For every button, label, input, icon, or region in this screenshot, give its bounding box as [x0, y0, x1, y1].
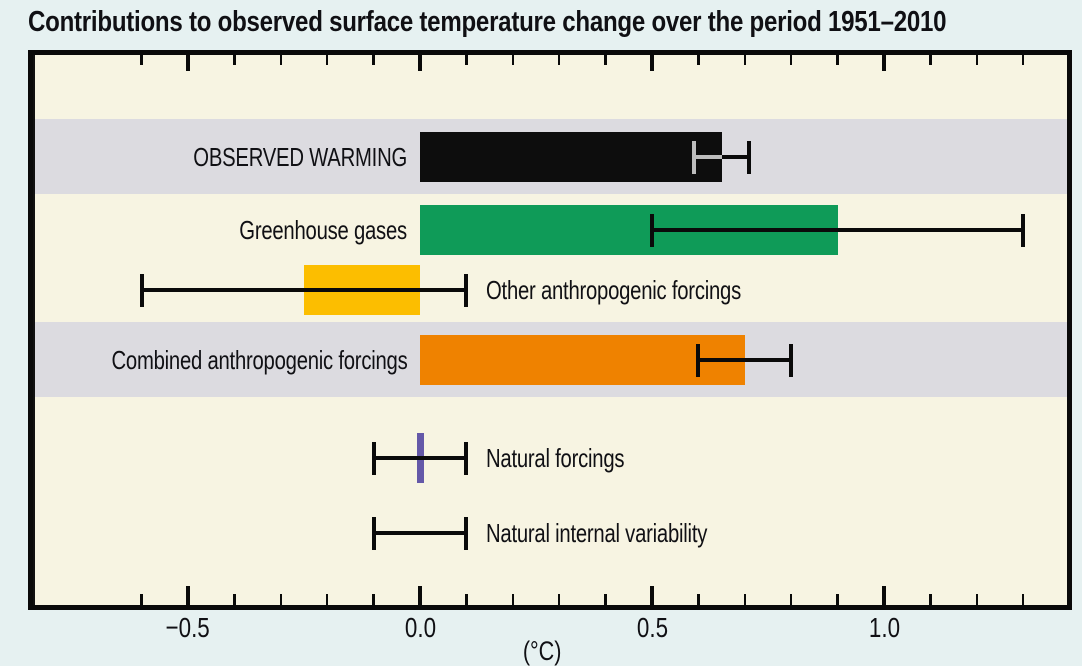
minor-tick-top	[511, 55, 515, 65]
minor-tick-bottom	[511, 594, 515, 605]
minor-tick-bottom	[465, 594, 468, 605]
zero-line	[33, 55, 35, 605]
minor-tick-bottom	[697, 594, 700, 605]
error-bar-line	[698, 358, 792, 362]
x-axis-unit-label: (°C)	[522, 636, 562, 666]
minor-tick-top	[697, 55, 700, 65]
error-bar-cap	[1021, 213, 1026, 247]
x-tick-label-1.0: 1.0	[839, 612, 929, 644]
error-bar-cap	[464, 441, 469, 475]
minor-tick-top	[836, 55, 839, 65]
error-bar-cap	[747, 140, 752, 174]
error-bar-cap	[464, 516, 469, 550]
major-tick-top	[881, 55, 887, 71]
minor-tick-bottom	[372, 594, 375, 605]
minor-tick-bottom	[1021, 594, 1025, 605]
minor-tick-bottom	[743, 594, 747, 605]
chart-title-text: Contributions to observed surface temper…	[28, 6, 947, 38]
minor-tick-bottom	[789, 594, 793, 605]
error-bar-line	[652, 228, 1024, 232]
minor-tick-bottom	[975, 594, 979, 605]
category-label-other-anthropogenic-forcings: Other anthropogenic forcings	[486, 273, 813, 307]
x-tick-label-text: 0.5	[636, 612, 668, 643]
plot-area: OBSERVED WARMING Greenhouse gases Other an…	[33, 55, 1067, 605]
error-bar-cap	[371, 516, 376, 550]
minor-tick-top	[372, 55, 375, 65]
error-bar-line	[141, 288, 467, 292]
major-tick-bottom	[649, 586, 655, 605]
category-label-natural-forcings: Natural forcings	[486, 441, 663, 475]
category-label-text: OBSERVED WARMING	[193, 142, 407, 172]
category-label-greenhouse-gases: Greenhouse gases	[192, 213, 407, 247]
error-bar-cap	[650, 213, 654, 247]
minor-tick-bottom	[836, 594, 839, 605]
error-bar-line-overlay	[693, 155, 722, 159]
minor-tick-top	[233, 55, 236, 65]
minor-tick-top	[465, 55, 468, 65]
category-label-text: Natural forcings	[486, 443, 625, 473]
minor-tick-bottom	[233, 594, 236, 605]
error-bar-cap	[464, 273, 469, 307]
minor-tick-top	[604, 55, 607, 65]
x-tick-label-−0.5: −0.5	[143, 612, 233, 644]
minor-tick-top	[975, 55, 979, 65]
major-tick-top	[417, 55, 423, 71]
minor-tick-top	[929, 55, 932, 65]
error-bar-cap	[371, 441, 376, 475]
error-bar-cap	[789, 343, 794, 377]
major-tick-bottom	[881, 586, 887, 605]
data-bar	[420, 132, 722, 182]
minor-tick-bottom	[279, 594, 283, 605]
chart-title: Contributions to observed surface temper…	[28, 4, 1082, 40]
minor-tick-top	[140, 55, 143, 65]
error-bar-line	[373, 531, 467, 535]
minor-tick-bottom	[140, 594, 143, 605]
major-tick-bottom	[185, 586, 191, 605]
minor-tick-top	[557, 55, 561, 65]
minor-tick-bottom	[325, 594, 329, 605]
major-tick-top	[185, 55, 191, 71]
category-label-text: Other anthropogenic forcings	[486, 275, 742, 305]
x-tick-label-0.0: 0.0	[375, 612, 465, 644]
minor-tick-top	[1021, 55, 1025, 65]
minor-tick-top	[743, 55, 747, 65]
error-bar-cap	[696, 343, 701, 377]
category-label-text: Combined anthropogenic forcings	[110, 345, 407, 375]
minor-tick-bottom	[557, 594, 561, 605]
minor-tick-top	[789, 55, 793, 65]
category-label-text: Greenhouse gases	[239, 215, 407, 245]
x-tick-label-text: 0.0	[404, 612, 436, 643]
minor-tick-top	[325, 55, 329, 65]
error-bar-line	[373, 456, 467, 460]
x-tick-label-0.5: 0.5	[607, 612, 697, 644]
category-label-observed-warming: OBSERVED WARMING	[133, 140, 407, 174]
category-label-text: Natural internal variability	[486, 518, 708, 548]
minor-tick-bottom	[604, 594, 607, 605]
plot-frame: OBSERVED WARMING Greenhouse gases Other an…	[28, 50, 1072, 610]
data-bar	[420, 335, 745, 385]
major-tick-bottom	[417, 586, 423, 605]
x-tick-label-text: 1.0	[868, 612, 900, 643]
x-tick-label-text: −0.5	[165, 612, 211, 643]
category-label-combined-anthropogenic-forcings: Combined anthropogenic forcings	[33, 343, 407, 377]
category-label-natural-internal-variability: Natural internal variability	[486, 516, 770, 550]
error-bar-cap	[139, 273, 144, 307]
minor-tick-top	[279, 55, 283, 65]
minor-tick-bottom	[929, 594, 932, 605]
error-bar-line	[693, 155, 750, 159]
error-bar-cap-overlay	[691, 140, 696, 174]
major-tick-top	[649, 55, 655, 71]
